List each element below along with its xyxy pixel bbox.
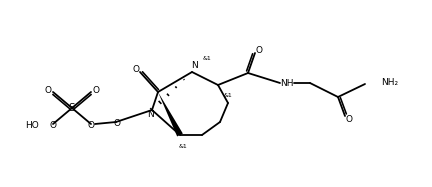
Text: O: O (133, 65, 140, 73)
Text: &1: &1 (203, 56, 211, 61)
Text: &1: &1 (224, 93, 232, 97)
Text: O: O (92, 85, 99, 94)
Text: O: O (44, 85, 51, 94)
Text: O: O (255, 45, 263, 54)
Text: O: O (114, 119, 121, 128)
Text: O: O (346, 114, 353, 123)
Polygon shape (158, 92, 183, 137)
Text: NH₂: NH₂ (381, 77, 398, 87)
Text: &1: &1 (178, 145, 187, 149)
Text: NH: NH (280, 79, 294, 88)
Text: O: O (88, 122, 95, 131)
Text: N: N (146, 110, 153, 119)
Text: HO: HO (25, 122, 39, 131)
Text: O: O (50, 122, 57, 131)
Text: N: N (191, 61, 197, 70)
Text: S: S (69, 103, 75, 113)
